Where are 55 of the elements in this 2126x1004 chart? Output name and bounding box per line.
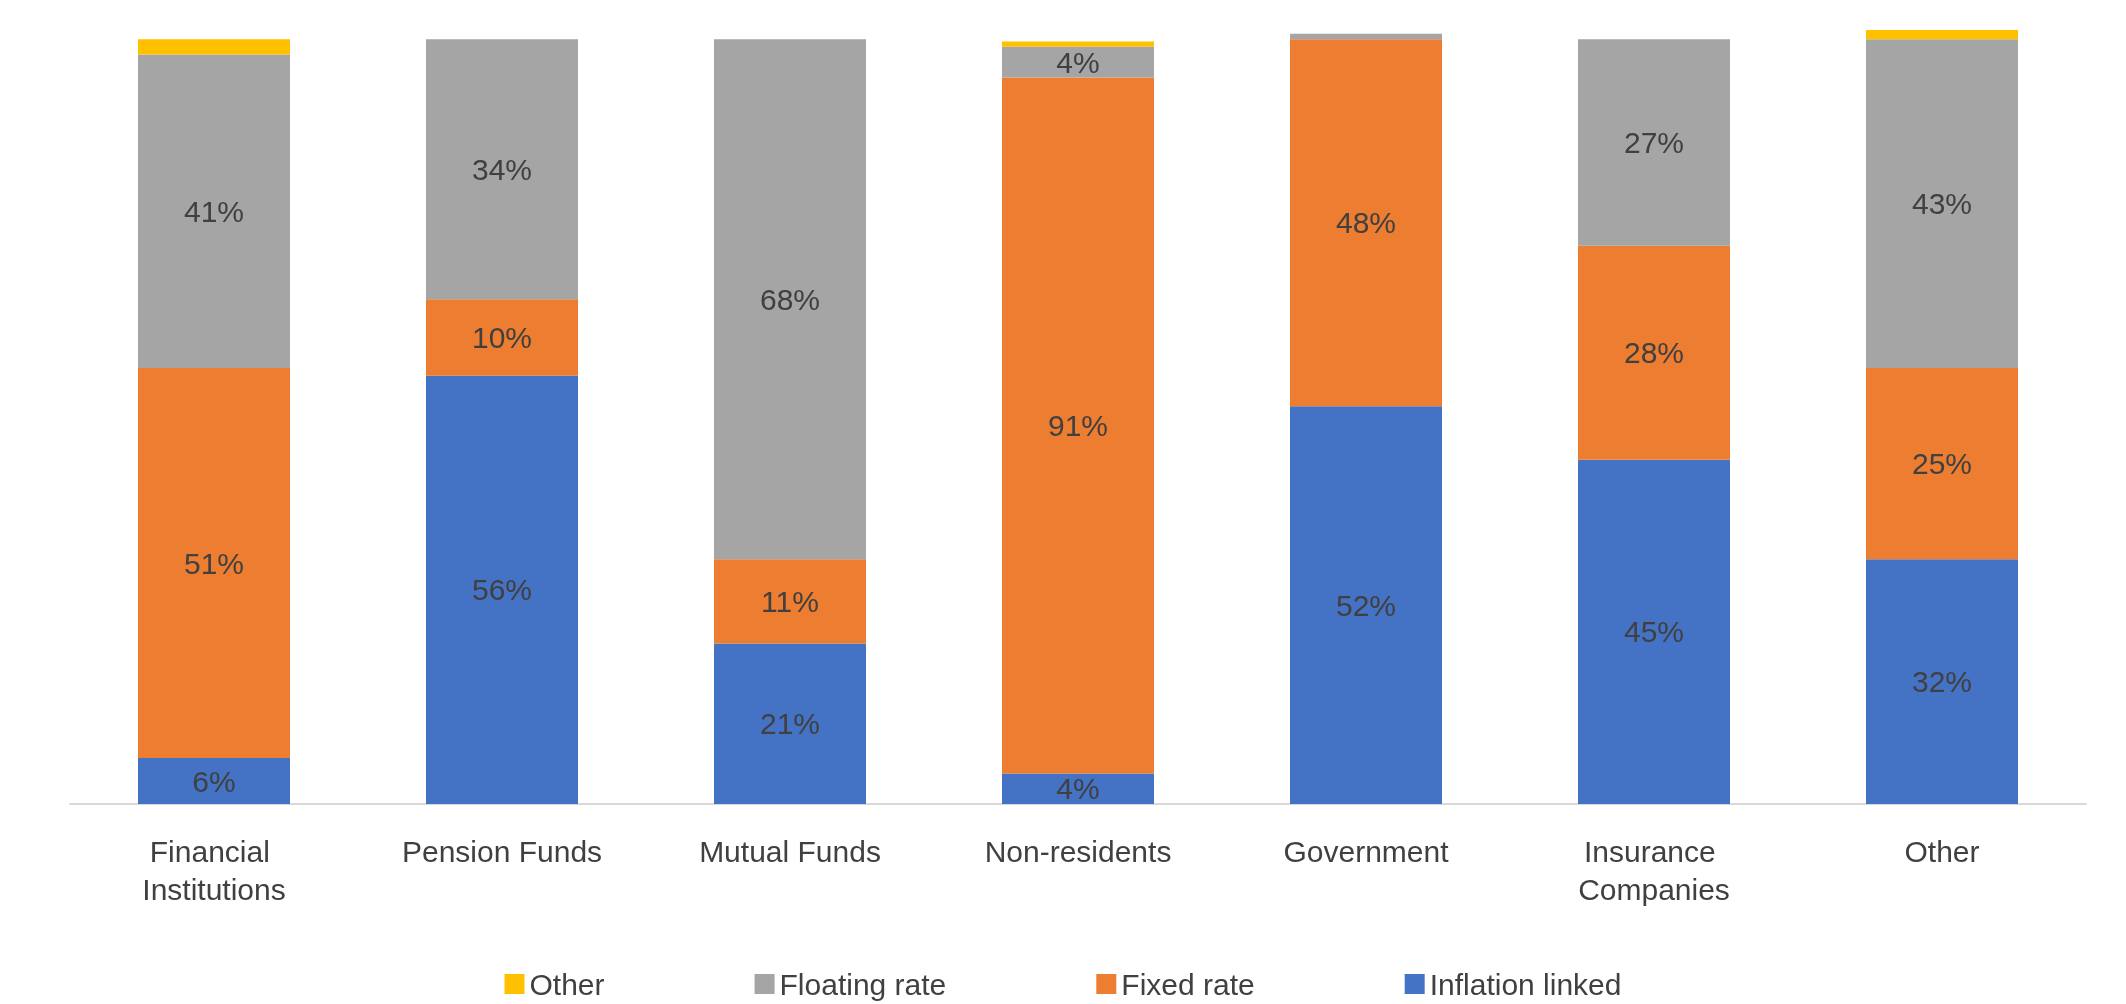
bar [426,375,578,804]
x-tick-label: Financial Institutions [142,834,286,906]
bar [1578,39,1730,246]
data-label: 56% [471,573,533,607]
bar [138,368,290,759]
bar [1290,39,1442,407]
data-label: 41% [183,194,245,228]
data-label: 32% [1911,665,1973,699]
bar [1866,559,2018,804]
data-label: 48% [1335,206,1397,240]
bar [1002,77,1154,774]
data-label: 4% [1056,45,1100,79]
bar [426,39,578,300]
legend-label: Inflation linked [1429,967,1622,1001]
bar [138,39,290,55]
legend-label: Fixed rate [1121,967,1255,1001]
bar [1002,773,1154,804]
bar [714,39,866,560]
x-tick-label: Pension Funds [401,834,603,868]
bar [138,758,290,804]
bar [1002,46,1154,78]
x-tick-label: Mutual Funds [699,834,881,868]
bar [1290,33,1442,40]
data-label: 6% [192,764,236,798]
data-label: 51% [183,546,245,580]
data-label: 10% [471,320,533,354]
x-tick-label: Non-residents [984,834,1172,868]
legend-label: Other [529,967,605,1001]
data-label: 68% [759,282,821,316]
bar [1866,368,2018,560]
bar [138,54,290,369]
data-label: 91% [1047,408,1109,442]
bar [1866,39,2018,369]
data-label: 34% [471,152,533,186]
bar [426,299,578,376]
data-label: 11% [761,584,819,618]
bar [1578,459,1730,804]
data-label: 28% [1623,336,1685,370]
x-tick-label: Other [1904,834,1980,868]
data-label: 27% [1623,125,1685,159]
data-label: 21% [759,707,821,741]
x-tick-label: Government [1283,834,1450,868]
data-label: 43% [1911,187,1973,221]
bar [714,559,866,644]
data-label: 4% [1056,772,1100,806]
legend-label: Floating rate [779,967,947,1001]
data-label: 45% [1623,615,1685,649]
bar [714,643,866,804]
bar [1002,41,1154,47]
bar [1290,406,1442,804]
data-label: 52% [1335,588,1397,622]
x-tick-label: Insurance Companies [1578,834,1730,906]
data-label: 25% [1911,447,1973,481]
bar [1866,30,2018,40]
bar [1578,245,1730,460]
